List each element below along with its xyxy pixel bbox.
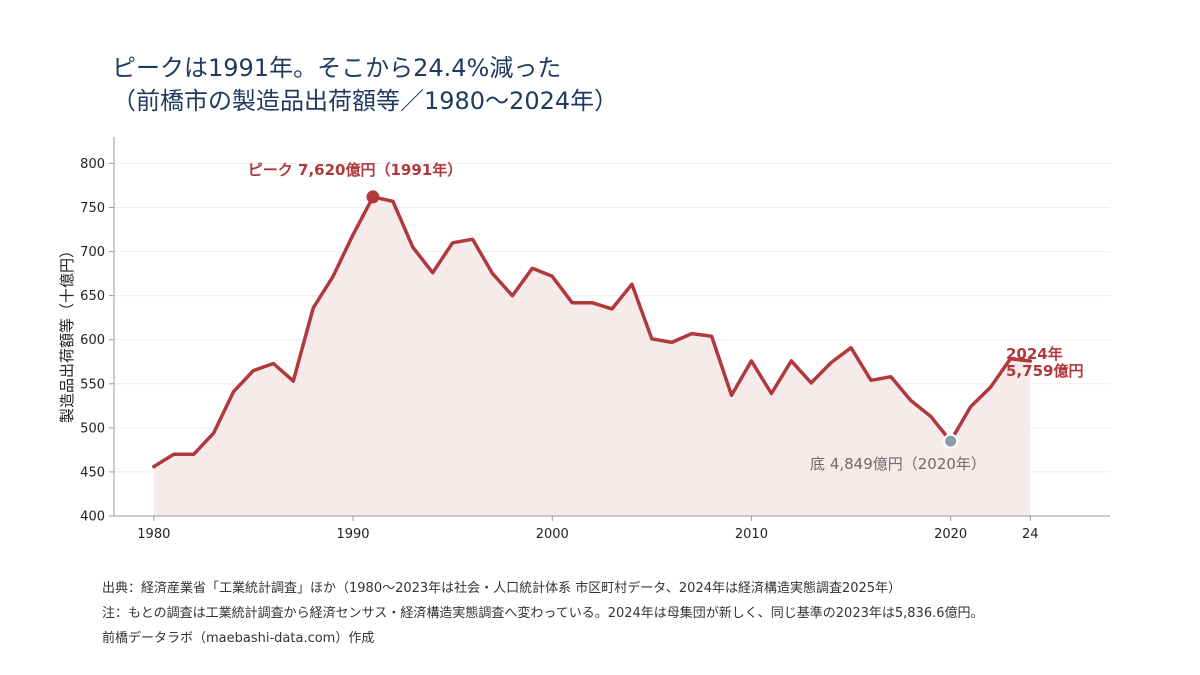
credit-note: 前橋データラボ（maebashi-data.com）作成	[102, 631, 375, 646]
y-tick-label: 600	[80, 333, 105, 348]
x-tick-label: 2000	[536, 527, 569, 542]
y-tick-label: 650	[80, 289, 105, 304]
y-axis-label: 製造品出荷額等（十億円）	[58, 243, 76, 423]
y-tick-label: 800	[80, 157, 105, 172]
chart-title-line2: （前橋市の製造品出荷額等／1980〜2024年）	[112, 87, 619, 115]
y-tick-label: 400	[80, 510, 105, 525]
peak-marker	[366, 190, 380, 204]
area-fill	[153, 196, 1031, 516]
trough-marker	[943, 433, 959, 449]
chart-title-line1: ピークは1991年。そこから24.4%減った	[112, 54, 562, 82]
y-tick-label: 550	[80, 377, 105, 392]
chart-footer: 出典：経済産業省「工業統計調査」ほか（1980〜2023年は社会・人口統計体系 …	[102, 576, 984, 651]
tick-labels: 400 450 500 550 600 650 700 750 800 1980 1990 2000 2…	[80, 157, 1038, 542]
y-tick-label: 750	[80, 201, 105, 216]
line-chart: 400 450 500 550 600 650 700 750 800 1980 1990 2000 2…	[58, 137, 1110, 542]
x-tick-label: 2010	[735, 527, 768, 542]
source-note: 出典：経済産業省「工業統計調査」ほか（1980〜2023年は社会・人口統計体系 …	[102, 581, 902, 596]
x-tick-label: 1990	[336, 527, 369, 542]
trough-annotation: 底 4,849億円（2020年）	[810, 455, 986, 473]
y-tick-label: 450	[80, 465, 105, 480]
peak-annotation: ピーク 7,620億円（1991年）	[248, 161, 462, 179]
y-tick-label: 500	[80, 421, 105, 436]
methodology-note: 注：もとの調査は工業統計調査から経済センサス・経済構造実態調査へ変わっている。2…	[102, 606, 984, 621]
x-tick-label: 24	[1022, 527, 1039, 542]
axes	[109, 137, 1110, 521]
x-tick-label: 2020	[934, 527, 967, 542]
series-line	[152, 195, 1033, 469]
last-value-annotation: 5,759億円	[1006, 362, 1083, 380]
last-year-annotation: 2024年	[1006, 345, 1063, 363]
x-tick-label: 1980	[137, 527, 170, 542]
y-tick-label: 700	[80, 245, 105, 260]
chart-title: ピークは1991年。そこから24.4%減った （前橋市の製造品出荷額等／1980…	[112, 52, 618, 118]
